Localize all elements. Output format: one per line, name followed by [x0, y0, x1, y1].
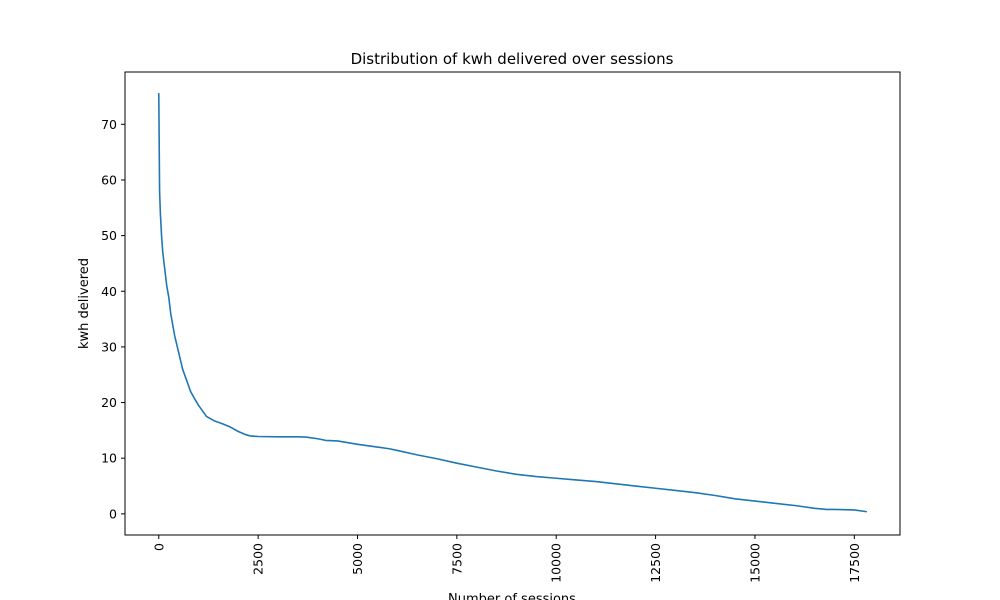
y-tick-label: 0 — [109, 506, 117, 521]
x-tick-label: 12500 — [648, 543, 663, 583]
x-tick-label: 0 — [151, 543, 166, 551]
x-tick-label: 17500 — [847, 543, 862, 583]
x-tick-label: 2500 — [251, 543, 266, 575]
y-tick-label: 30 — [101, 339, 117, 354]
tick-marks-group: 0 2500 5000 7500 10000 12500 15000 17500 0 10 20 30… — [101, 117, 862, 583]
y-tick-label: 50 — [101, 228, 117, 243]
chart-title: Distribution of kwh delivered over sessi… — [351, 50, 674, 68]
x-tick-label: 15000 — [747, 543, 762, 583]
y-axis-label: kwh delivered — [77, 258, 92, 349]
y-tick-label: 20 — [101, 395, 117, 410]
x-tick-label: 7500 — [449, 543, 464, 575]
y-tick-label: 60 — [101, 172, 117, 187]
x-axis-label: Number of sessions — [448, 592, 576, 600]
y-tick-label: 10 — [101, 451, 117, 466]
series-line — [157, 92, 868, 513]
x-tick-label: 5000 — [350, 543, 365, 575]
plot-area-frame — [124, 71, 901, 536]
x-tick-label: 10000 — [549, 543, 564, 583]
y-tick-label: 40 — [101, 284, 117, 299]
y-tick-label: 70 — [101, 117, 117, 132]
series-group — [157, 92, 868, 513]
